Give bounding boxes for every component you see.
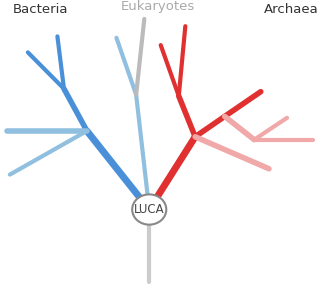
Text: Archaea: Archaea: [263, 3, 318, 16]
Text: Bacteria: Bacteria: [13, 3, 69, 16]
Circle shape: [132, 194, 166, 225]
Text: Eukaryotes: Eukaryotes: [120, 0, 195, 13]
Text: LUCA: LUCA: [134, 203, 165, 216]
